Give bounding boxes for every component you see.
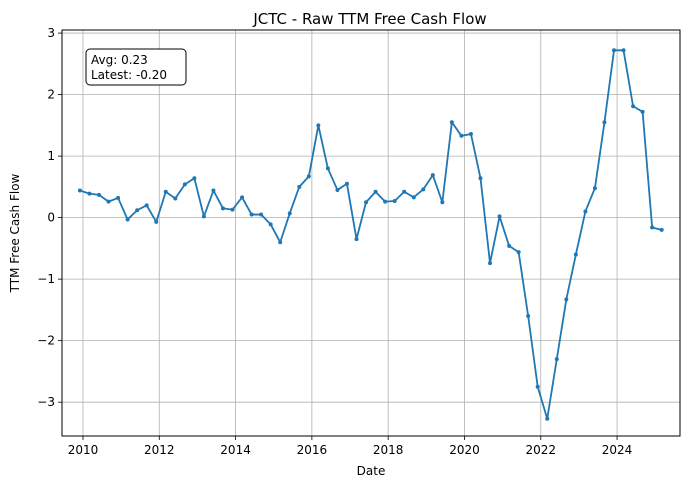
y-tick-label: 2 xyxy=(47,88,55,102)
data-point xyxy=(516,250,521,255)
data-point xyxy=(459,133,464,138)
data-point xyxy=(640,109,645,114)
data-point xyxy=(87,191,92,196)
y-axis-label: TTM Free Cash Flow xyxy=(8,173,22,293)
data-point xyxy=(659,227,664,232)
data-point xyxy=(411,195,416,200)
data-point xyxy=(354,237,359,242)
data-point xyxy=(144,203,149,208)
x-tick-label: 2024 xyxy=(602,443,633,457)
data-point xyxy=(421,187,426,192)
x-tick-label: 2022 xyxy=(525,443,556,457)
annotation-avg: Avg: 0.23 xyxy=(91,53,148,67)
data-point xyxy=(135,208,140,213)
data-point xyxy=(545,416,550,421)
x-tick-label: 2016 xyxy=(297,443,328,457)
data-point xyxy=(430,173,435,178)
data-point xyxy=(316,123,321,128)
plot-frame xyxy=(61,29,681,437)
data-point xyxy=(631,104,636,109)
data-point xyxy=(325,166,330,171)
data-point xyxy=(497,214,502,219)
data-point xyxy=(564,297,569,302)
x-tick-label: 2014 xyxy=(220,443,251,457)
data-point xyxy=(650,225,655,230)
data-point xyxy=(602,120,607,125)
x-axis-label: Date xyxy=(357,464,386,478)
data-point xyxy=(573,252,578,257)
data-point xyxy=(77,188,82,193)
annotation-latest: Latest: -0.20 xyxy=(91,68,167,82)
data-point xyxy=(116,195,121,200)
data-point xyxy=(306,174,311,179)
data-point xyxy=(373,189,378,194)
grid xyxy=(62,30,680,436)
y-tick-label: −2 xyxy=(37,334,55,348)
data-point xyxy=(621,48,626,53)
data-point xyxy=(383,199,388,204)
data-point xyxy=(268,222,273,227)
x-tick-label: 2010 xyxy=(68,443,99,457)
data-point xyxy=(106,199,111,204)
data-point xyxy=(220,206,225,211)
data-point xyxy=(192,176,197,181)
series-line xyxy=(79,49,662,420)
annotation-box xyxy=(85,48,187,86)
data-point xyxy=(163,189,168,194)
data-point xyxy=(554,357,559,362)
y-tick-label: 0 xyxy=(47,211,55,225)
data-point xyxy=(287,211,292,216)
x-tick-label: 2012 xyxy=(144,443,175,457)
data-point xyxy=(449,120,454,125)
data-point xyxy=(297,184,302,189)
data-point xyxy=(125,217,130,222)
data-point xyxy=(364,200,369,205)
stats-annotation: Avg: 0.23 Latest: -0.20 xyxy=(85,48,187,86)
data-point xyxy=(440,200,445,205)
data-point xyxy=(201,214,206,219)
data-point xyxy=(612,48,617,53)
data-point xyxy=(182,182,187,187)
data-point xyxy=(278,240,283,245)
data-point xyxy=(526,314,531,319)
x-tick-label: 2018 xyxy=(373,443,404,457)
y-tick-label: 1 xyxy=(47,149,55,163)
data-point xyxy=(154,219,159,224)
x-tick-label: 2020 xyxy=(449,443,480,457)
data-point xyxy=(344,181,349,186)
y-tick-label: −3 xyxy=(37,395,55,409)
data-point xyxy=(335,187,340,192)
data-point xyxy=(402,189,407,194)
data-point xyxy=(583,209,588,214)
data-point xyxy=(230,207,235,212)
data-point xyxy=(97,192,102,197)
data-point xyxy=(392,199,397,204)
data-point xyxy=(507,243,512,248)
data-point xyxy=(259,212,264,217)
y-tick-label: 3 xyxy=(47,26,55,40)
data-point xyxy=(211,188,216,193)
chart-title: JCTC - Raw TTM Free Cash Flow xyxy=(252,10,486,28)
data-point xyxy=(488,261,493,266)
data-point xyxy=(249,212,254,217)
axes: 2010 2012 2014 2016 2018 2020 2022 2024 −3 −2 −1 0 1… xyxy=(37,26,632,457)
data-point xyxy=(240,195,245,200)
y-tick-label: −1 xyxy=(37,272,55,286)
data-point xyxy=(592,186,597,191)
data-point xyxy=(478,176,483,181)
series-layer xyxy=(77,48,664,421)
data-point xyxy=(173,196,178,201)
data-point xyxy=(468,131,473,136)
data-point xyxy=(535,384,540,389)
